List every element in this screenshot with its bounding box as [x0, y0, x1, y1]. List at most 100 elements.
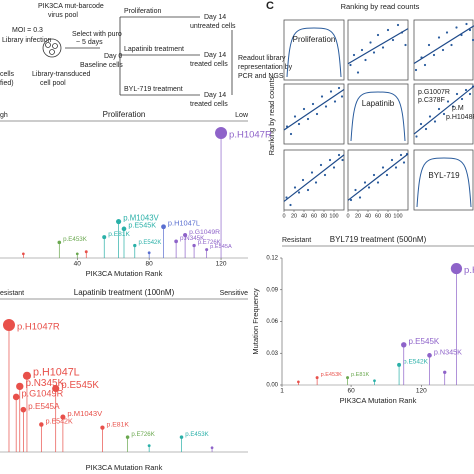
scatter-point — [297, 122, 301, 126]
mutation-label: p.E81K — [108, 231, 130, 238]
lollipop-head — [20, 406, 27, 413]
lollipop-head — [102, 235, 107, 240]
scatter-point — [329, 90, 333, 93]
x-tick-label: 20 — [355, 213, 361, 219]
lollipop-head — [75, 252, 79, 256]
mutation-label: p.M1043V — [123, 214, 159, 223]
scatter-point — [367, 186, 371, 189]
lollipop-head — [161, 224, 166, 230]
lollipop-head — [174, 239, 178, 244]
lollipop-head — [397, 362, 402, 367]
scatter-point — [468, 28, 472, 32]
mutation-label: p.E81K — [107, 421, 130, 428]
scatter-point — [386, 28, 390, 32]
lollipop-head — [427, 353, 432, 358]
x-tick-label: 120 — [416, 388, 427, 395]
scatter-point — [455, 26, 458, 29]
matrix-annotation: p.H1048R — [446, 114, 474, 121]
mutation-label: p.H1047L — [168, 219, 200, 228]
scatter-point — [423, 63, 427, 67]
fit-line — [283, 154, 345, 202]
scatter-point — [328, 158, 332, 162]
mutation-label: p.E542K — [403, 359, 429, 366]
lollipop-head — [443, 370, 447, 374]
lollipop-head — [121, 226, 127, 232]
scatter-point — [301, 178, 305, 182]
diagonal-label: BYL-719 — [428, 171, 460, 180]
y-axis-label: Mutation Frequency — [251, 288, 260, 355]
scatter-point — [424, 127, 428, 131]
scatter-point — [414, 68, 418, 72]
workflow-text: treated cells — [190, 101, 228, 108]
matrix-cell — [413, 83, 474, 145]
chart-title: Proliferation — [103, 110, 146, 119]
scatter-point — [433, 120, 437, 123]
workflow-text: fied) — [0, 80, 14, 87]
scatter-point — [404, 43, 407, 47]
density-curve — [350, 91, 406, 142]
y-tick-label: 0.12 — [266, 256, 278, 262]
mutation-label: p.E545A — [28, 402, 60, 411]
mutation-label: p.E453K — [185, 431, 208, 438]
x-tick-label: 40 — [74, 261, 82, 268]
scatter-point — [381, 46, 385, 49]
lollipop-head — [401, 342, 407, 348]
header-right: Sensitive — [220, 290, 249, 297]
lollipop-head — [205, 248, 209, 252]
mutation-label: p.E545K — [128, 221, 156, 230]
scatter-point — [451, 105, 455, 108]
workflow-text: cells — [0, 71, 15, 78]
scatter-point — [376, 33, 380, 37]
chart-title: BYL719 treatment (500nM) — [330, 235, 427, 244]
y-tick-label: 0.09 — [266, 287, 278, 293]
y-tick-label: 0.03 — [266, 351, 278, 357]
scatter-point — [302, 107, 306, 111]
matrix-cell — [347, 83, 409, 145]
scatter-point — [358, 196, 362, 199]
scatter-point — [337, 86, 341, 90]
matrix-annotation: p.C378F — [418, 97, 445, 104]
scatter-point — [464, 88, 468, 92]
mutation-label: p.H104 — [464, 265, 474, 276]
workflow-text: Day 0 — [104, 53, 122, 60]
scatter-point — [306, 188, 310, 192]
x-tick-label: 60 — [347, 388, 355, 395]
scatter-point — [428, 115, 432, 118]
scatter-point — [381, 166, 385, 169]
mutation-label: p.E542K — [46, 417, 73, 425]
matrix-cell — [413, 19, 474, 81]
workflow-text: untreated cells — [190, 23, 236, 30]
workflow-text: Library infection — [2, 37, 52, 44]
scatter-point — [441, 48, 445, 52]
cell-icon — [52, 43, 58, 49]
mutation-label: p.E453K — [63, 236, 88, 243]
workflow-text: Day 14 — [204, 52, 226, 59]
scatter-point — [352, 53, 356, 57]
fit-line — [283, 89, 345, 131]
scatter-point — [432, 53, 436, 57]
y-tick-label: 0.06 — [266, 319, 278, 325]
scatter-point — [455, 92, 459, 96]
scatter-point — [468, 92, 472, 96]
scatter-point — [289, 132, 293, 136]
matrix-annotation: p.G1007R — [418, 89, 450, 96]
x-tick-label: 40 — [365, 213, 371, 219]
workflow-text: cell pool — [40, 80, 66, 87]
workflow-text: Lapatinib treatment — [124, 46, 184, 53]
panel-label: C — [266, 0, 274, 12]
scatter-point — [289, 203, 292, 207]
lollipop-head — [84, 250, 88, 254]
workflow-text: Day 14 — [204, 92, 226, 99]
x-tick-label: 60 — [311, 213, 317, 219]
mutation-label: p.E726K — [131, 431, 154, 438]
lollipop-head — [125, 435, 130, 439]
scatter-point — [419, 122, 423, 126]
scatter-point — [396, 23, 400, 27]
mutation-label: p.N345K — [434, 347, 462, 356]
fit-line — [347, 153, 409, 201]
x-tick-label: 60 — [375, 213, 381, 219]
mutation-label: p.G1049R — [21, 388, 63, 398]
matrix-ylabel: Ranking by read counts — [267, 76, 276, 155]
workflow — [42, 16, 233, 96]
x-tick-label: 120 — [216, 261, 227, 268]
